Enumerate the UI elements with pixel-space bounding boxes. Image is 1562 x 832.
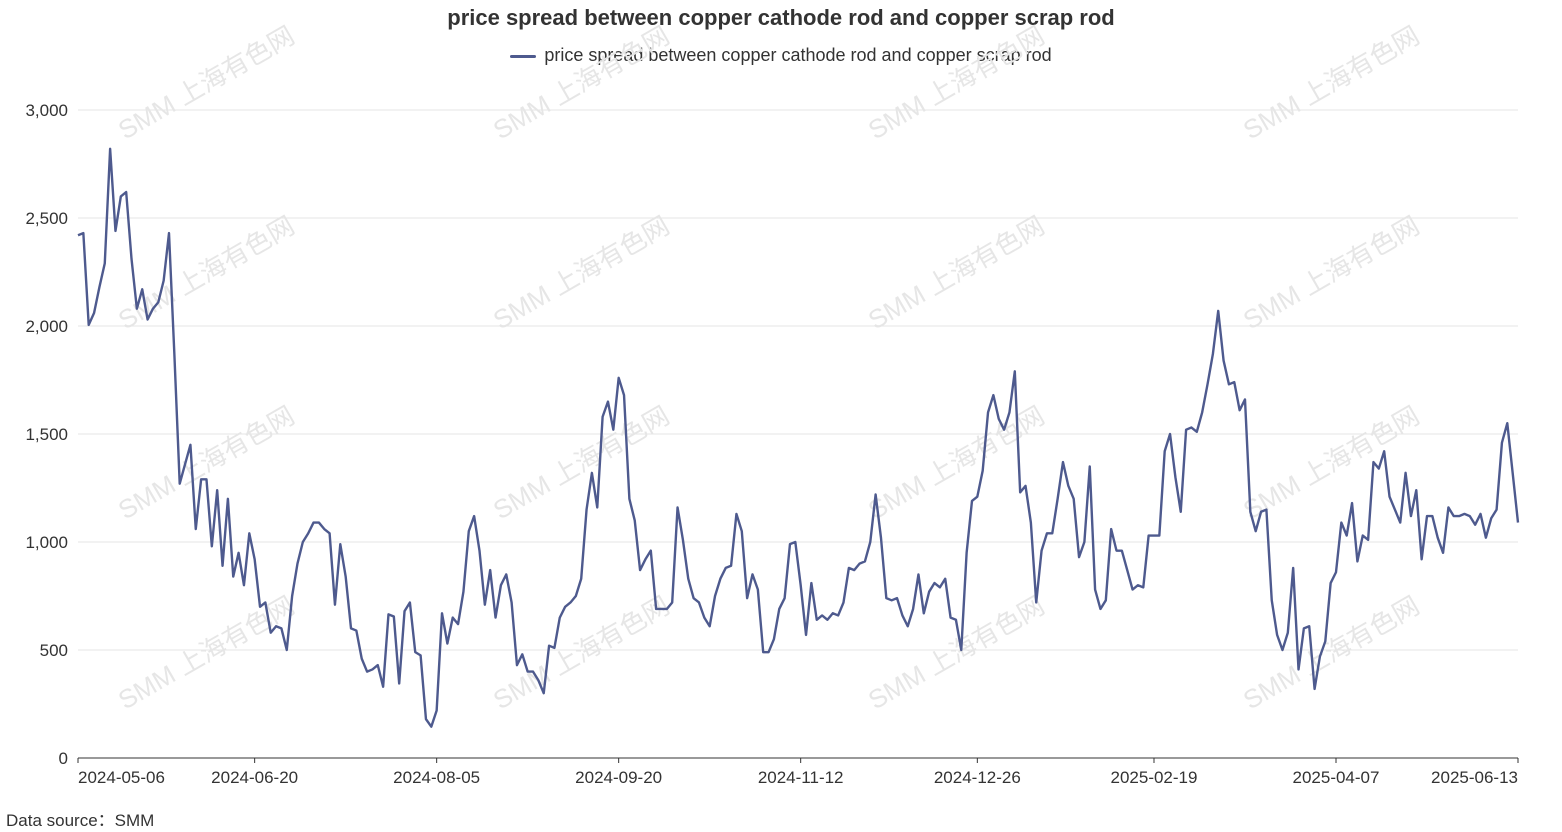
watermark-text: SMM 上海有色网 <box>113 210 299 335</box>
watermark-text: SMM 上海有色网 <box>488 210 674 335</box>
watermark-text: SMM 上海有色网 <box>113 400 299 525</box>
series-line <box>77 147 1520 728</box>
watermark-text: SMM 上海有色网 <box>1238 20 1424 145</box>
watermark-text: SMM 上海有色网 <box>863 210 1049 335</box>
y-tick-label: 2,000 <box>25 317 68 336</box>
legend-line-swatch <box>510 54 537 58</box>
x-tick-label: 2025-04-07 <box>1293 768 1380 787</box>
chart-title: price spread between copper cathode rod … <box>447 5 1115 30</box>
y-tick-label: 500 <box>40 641 68 660</box>
x-tick-label: 2024-06-20 <box>211 768 298 787</box>
x-tick-label: 2024-12-26 <box>934 768 1021 787</box>
watermark-text: SMM 上海有色网 <box>1238 590 1424 715</box>
x-tick-label: 2024-09-20 <box>575 768 662 787</box>
legend-label: price spread between copper cathode rod … <box>544 45 1052 65</box>
x-tick-label: 2024-05-06 <box>78 768 165 787</box>
watermark-text: SMM 上海有色网 <box>863 590 1049 715</box>
watermark-text: SMM 上海有色网 <box>863 20 1049 145</box>
x-tick-label: 2025-06-13 <box>1431 768 1518 787</box>
watermark-text: SMM 上海有色网 <box>488 400 674 525</box>
x-tick-label: 2025-02-19 <box>1111 768 1198 787</box>
watermark-text: SMM 上海有色网 <box>863 400 1049 525</box>
watermark-text: SMM 上海有色网 <box>113 20 299 145</box>
y-tick-label: 1,000 <box>25 533 68 552</box>
y-tick-label: 0 <box>59 749 68 768</box>
data-source-note: Data source：SMM <box>6 811 155 830</box>
legend[interactable]: price spread between copper cathode rod … <box>0 45 1562 66</box>
grid-lines <box>78 109 1518 759</box>
watermark-layer: SMM 上海有色网 SMM 上海有色网 SMM 上海有色网 SMM 上海有色网 SMM … <box>113 20 1424 715</box>
watermark-text: SMM 上海有色网 <box>488 20 674 145</box>
watermark-text: SMM 上海有色网 <box>1238 210 1424 335</box>
y-tick-label: 1,500 <box>25 425 68 444</box>
x-tick-label: 2024-08-05 <box>393 768 480 787</box>
x-axis: 2024-05-06 2024-06-20 2024-08-05 2024-09-20… <box>77 758 1519 787</box>
y-axis: 0 500 1,000 1,500 2,000 2,500 3,000 <box>25 101 68 768</box>
y-tick-label: 2,500 <box>25 209 68 228</box>
series-layer <box>77 147 1520 728</box>
watermark-text: SMM 上海有色网 <box>113 590 299 715</box>
watermark-text: SMM 上海有色网 <box>1238 400 1424 525</box>
y-tick-label: 3,000 <box>25 101 68 120</box>
x-tick-label: 2024-11-12 <box>758 768 844 787</box>
